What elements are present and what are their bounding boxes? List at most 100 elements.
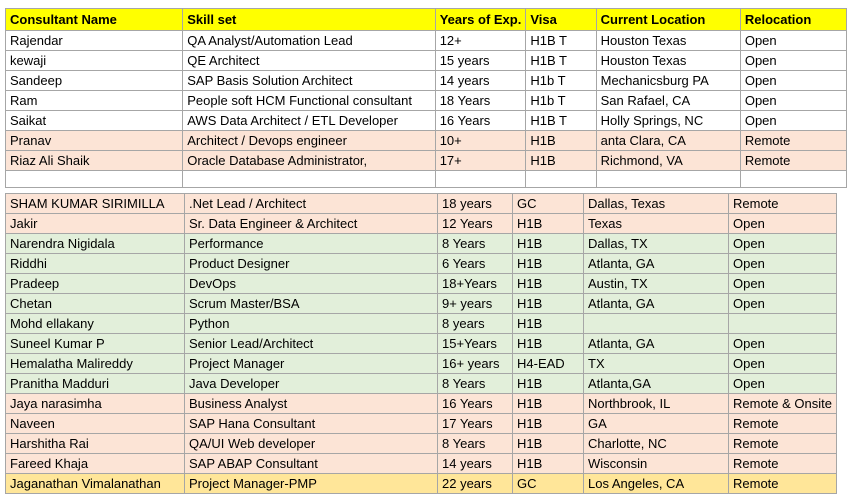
cell-relocation: Open xyxy=(739,110,847,131)
cell-current-location: Atlanta,GA xyxy=(583,373,729,394)
cell-consultant-name: Jaya narasimha xyxy=(5,393,185,414)
cell-years-of-exp: 15+Years xyxy=(437,333,513,354)
cell-visa: H1B xyxy=(512,333,584,354)
table-row: Narendra Nigidala Performance 8 Years H1B Da… xyxy=(5,233,837,254)
cell-visa: H1B xyxy=(512,293,584,314)
cell-skill-set: QE Architect xyxy=(182,50,436,71)
cell-consultant-name: Naveen xyxy=(5,413,185,434)
table-row: Pradeep DevOps 18+Years H1B Austin, TX Open xyxy=(5,273,837,294)
column-header-relocation: Relocation xyxy=(739,8,847,31)
cell-visa: H1B xyxy=(512,433,584,454)
cell-consultant-name: Fareed Khaja xyxy=(5,453,185,474)
cell-current-location: Dallas, Texas xyxy=(583,193,729,214)
cell-consultant-name: SHAM KUMAR SIRIMILLA xyxy=(5,193,185,214)
cell-visa: H1B xyxy=(525,150,597,171)
cell-consultant-name: Jakir xyxy=(5,213,185,234)
table-row: Pranitha Madduri Java Developer 8 Years H1B… xyxy=(5,373,837,394)
cell-relocation: Remote xyxy=(739,150,847,171)
cell-years-of-exp: 8 years xyxy=(437,313,513,334)
table-row: Fareed Khaja SAP ABAP Consultant 14 years H… xyxy=(5,453,837,474)
cell-relocation: Open xyxy=(728,333,837,354)
cell-years-of-exp: 8 Years xyxy=(437,233,513,254)
cell-relocation xyxy=(739,170,847,188)
cell-skill-set: Business Analyst xyxy=(184,393,438,414)
cell-relocation: Open xyxy=(728,293,837,314)
cell-current-location xyxy=(595,170,741,188)
cell-consultant-name: Suneel Kumar P xyxy=(5,333,185,354)
cell-relocation xyxy=(728,313,837,334)
cell-visa: H1b T xyxy=(525,70,597,91)
cell-visa: H1B T xyxy=(525,110,597,131)
table-row: Pranav Architect / Devops engineer 10+ H1B a… xyxy=(4,130,847,151)
cell-skill-set: Python xyxy=(184,313,438,334)
cell-skill-set: SAP ABAP Consultant xyxy=(184,453,438,474)
cell-years-of-exp: 17 Years xyxy=(437,413,513,434)
cell-visa: H1B T xyxy=(525,50,597,71)
cell-consultant-name: Mohd ellakany xyxy=(5,313,185,334)
cell-relocation: Open xyxy=(728,273,837,294)
cell-consultant-name: Pranitha Madduri xyxy=(5,373,185,394)
cell-relocation: Remote xyxy=(728,193,837,214)
table-row: SHAM KUMAR SIRIMILLA .Net Lead / Architec… xyxy=(5,193,837,214)
cell-consultant-name: Sandeep xyxy=(4,70,184,91)
cell-current-location: TX xyxy=(583,353,729,374)
table-row: Ram People soft HCM Functional consultant… xyxy=(4,90,847,111)
cell-visa: H1B xyxy=(512,233,584,254)
cell-skill-set: Project Manager-PMP xyxy=(184,473,438,494)
cell-relocation: Open xyxy=(739,50,847,71)
cell-skill-set: DevOps xyxy=(184,273,438,294)
cell-skill-set: SAP Hana Consultant xyxy=(184,413,438,434)
cell-skill-set: Senior Lead/Architect xyxy=(184,333,438,354)
cell-skill-set: Java Developer xyxy=(184,373,438,394)
cell-years-of-exp: 6 Years xyxy=(437,253,513,274)
consultant-tables: Consultant Name Skill set Years of Exp. Vis… xyxy=(4,8,847,494)
cell-years-of-exp: 22 years xyxy=(437,473,513,494)
cell-years-of-exp: 16 Years xyxy=(434,110,527,131)
cell-current-location: Wisconsin xyxy=(583,453,729,474)
cell-visa: GC xyxy=(512,193,584,214)
cell-skill-set: Product Designer xyxy=(184,253,438,274)
cell-consultant-name xyxy=(4,170,184,188)
cell-years-of-exp xyxy=(434,170,527,188)
cell-years-of-exp: 14 years xyxy=(437,453,513,474)
cell-consultant-name: Harshitha Rai xyxy=(5,433,185,454)
cell-skill-set: Sr. Data Engineer & Architect xyxy=(184,213,438,234)
table-row: Rajendar QA Analyst/Automation Lead 12+ H1B… xyxy=(4,30,847,51)
table-row: Harshitha Rai QA/UI Web developer 8 Years H… xyxy=(5,433,837,454)
cell-skill-set: Project Manager xyxy=(184,353,438,374)
cell-current-location: Atlanta, GA xyxy=(583,253,729,274)
cell-visa: H4-EAD xyxy=(512,353,584,374)
cell-current-location: Atlanta, GA xyxy=(583,293,729,314)
column-header-visa: Visa xyxy=(525,8,597,31)
cell-years-of-exp: 14 years xyxy=(434,70,527,91)
table-row: Hemalatha Malireddy Project Manager 16+ ye… xyxy=(5,353,837,374)
cell-visa: H1B xyxy=(512,413,584,434)
table-row: Suneel Kumar P Senior Lead/Architect 15+Ye… xyxy=(5,333,837,354)
table-row: Saikat AWS Data Architect / ETL Developer… xyxy=(4,110,847,131)
cell-visa: H1B xyxy=(512,373,584,394)
cell-consultant-name: Rajendar xyxy=(4,30,184,51)
table-row: Sandeep SAP Basis Solution Architect 14 ye… xyxy=(4,70,847,91)
cell-consultant-name: Riddhi xyxy=(5,253,185,274)
column-header-skill-set: Skill set xyxy=(182,8,436,31)
cell-consultant-name: Pradeep xyxy=(5,273,185,294)
cell-visa: H1B T xyxy=(525,30,597,51)
cell-current-location: GA xyxy=(583,413,729,434)
cell-relocation: Open xyxy=(728,353,837,374)
cell-consultant-name: Chetan xyxy=(5,293,185,314)
cell-current-location: Northbrook, IL xyxy=(583,393,729,414)
column-header-years-of-exp: Years of Exp. xyxy=(434,8,527,31)
cell-skill-set: AWS Data Architect / ETL Developer xyxy=(182,110,436,131)
cell-skill-set: SAP Basis Solution Architect xyxy=(182,70,436,91)
cell-years-of-exp: 8 Years xyxy=(437,373,513,394)
cell-years-of-exp: 12+ xyxy=(434,30,527,51)
cell-visa: H1B xyxy=(512,273,584,294)
cell-consultant-name: Riaz Ali Shaik xyxy=(4,150,184,171)
cell-current-location: Atlanta, GA xyxy=(583,333,729,354)
cell-visa: H1B xyxy=(512,313,584,334)
cell-skill-set: People soft HCM Functional consultant xyxy=(182,90,436,111)
cell-relocation: Remote xyxy=(728,413,837,434)
header-row: Consultant Name Skill set Years of Exp. Vis… xyxy=(4,8,847,31)
cell-relocation: Open xyxy=(728,213,837,234)
cell-consultant-name: Narendra Nigidala xyxy=(5,233,185,254)
